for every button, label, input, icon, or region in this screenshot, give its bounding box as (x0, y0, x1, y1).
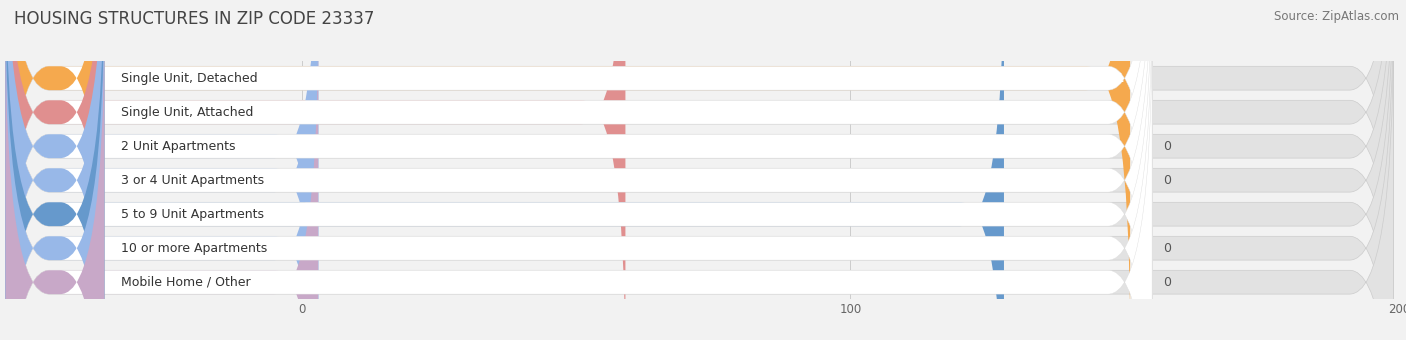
FancyBboxPatch shape (6, 0, 1393, 338)
FancyBboxPatch shape (6, 0, 1152, 340)
FancyBboxPatch shape (6, 22, 1152, 340)
Text: HOUSING STRUCTURES IN ZIP CODE 23337: HOUSING STRUCTURES IN ZIP CODE 23337 (14, 10, 374, 28)
FancyBboxPatch shape (6, 22, 104, 340)
FancyBboxPatch shape (6, 0, 104, 340)
FancyBboxPatch shape (6, 0, 104, 340)
Text: 0: 0 (1163, 242, 1171, 255)
Text: Source: ZipAtlas.com: Source: ZipAtlas.com (1274, 10, 1399, 23)
Text: 59: 59 (603, 106, 620, 119)
FancyBboxPatch shape (6, 0, 1004, 340)
FancyBboxPatch shape (6, 0, 318, 340)
Text: 2 Unit Apartments: 2 Unit Apartments (121, 140, 235, 153)
Text: 3 or 4 Unit Apartments: 3 or 4 Unit Apartments (121, 174, 264, 187)
FancyBboxPatch shape (6, 0, 1130, 338)
Text: 0: 0 (1163, 276, 1171, 289)
FancyBboxPatch shape (6, 0, 104, 340)
FancyBboxPatch shape (6, 0, 1393, 340)
FancyBboxPatch shape (6, 0, 626, 340)
Text: Single Unit, Attached: Single Unit, Attached (121, 106, 253, 119)
Text: 10 or more Apartments: 10 or more Apartments (121, 242, 267, 255)
FancyBboxPatch shape (6, 22, 318, 340)
FancyBboxPatch shape (6, 0, 1393, 340)
Text: 151: 151 (1098, 72, 1125, 85)
FancyBboxPatch shape (6, 0, 1152, 340)
Text: 0: 0 (1163, 174, 1171, 187)
FancyBboxPatch shape (6, 0, 1152, 338)
FancyBboxPatch shape (6, 0, 104, 340)
FancyBboxPatch shape (6, 0, 1152, 340)
Text: 5 to 9 Unit Apartments: 5 to 9 Unit Apartments (121, 208, 264, 221)
FancyBboxPatch shape (6, 0, 318, 340)
FancyBboxPatch shape (6, 0, 318, 340)
Text: 128: 128 (973, 208, 998, 221)
Text: Mobile Home / Other: Mobile Home / Other (121, 276, 250, 289)
FancyBboxPatch shape (6, 0, 1393, 340)
FancyBboxPatch shape (6, 0, 1393, 340)
Text: 0: 0 (1163, 140, 1171, 153)
FancyBboxPatch shape (6, 0, 1393, 340)
FancyBboxPatch shape (6, 22, 1393, 340)
FancyBboxPatch shape (6, 0, 104, 338)
FancyBboxPatch shape (6, 0, 104, 340)
FancyBboxPatch shape (6, 0, 1152, 340)
Text: Single Unit, Detached: Single Unit, Detached (121, 72, 257, 85)
FancyBboxPatch shape (6, 0, 1152, 340)
